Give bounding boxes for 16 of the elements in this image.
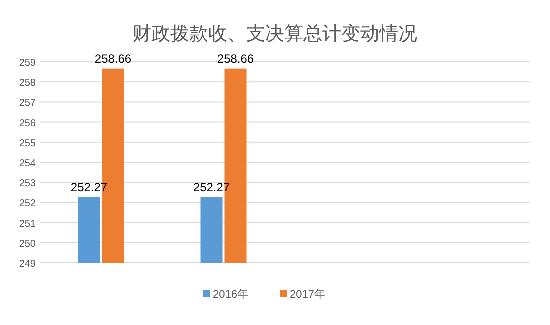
data-label: 258.66 xyxy=(94,52,132,66)
legend-label: 2017年 xyxy=(290,289,326,301)
ytick: 252 xyxy=(19,198,36,210)
data-label: 258.66 xyxy=(217,52,254,66)
ytick: 254 xyxy=(19,158,36,170)
ytick: 258 xyxy=(19,78,36,90)
ytick: 251 xyxy=(19,218,36,230)
ytick: 257 xyxy=(19,98,36,110)
title: 财政拨款收、支决算总计变动情况 xyxy=(132,24,418,45)
ytick: 249 xyxy=(19,259,36,270)
ytick: 250 xyxy=(19,238,36,250)
ytick: 259 xyxy=(19,58,36,69)
ytick: 256 xyxy=(19,118,36,130)
ytick: 253 xyxy=(19,178,36,190)
ytick: 255 xyxy=(19,138,36,150)
legend-label: 2016年 xyxy=(213,289,248,301)
